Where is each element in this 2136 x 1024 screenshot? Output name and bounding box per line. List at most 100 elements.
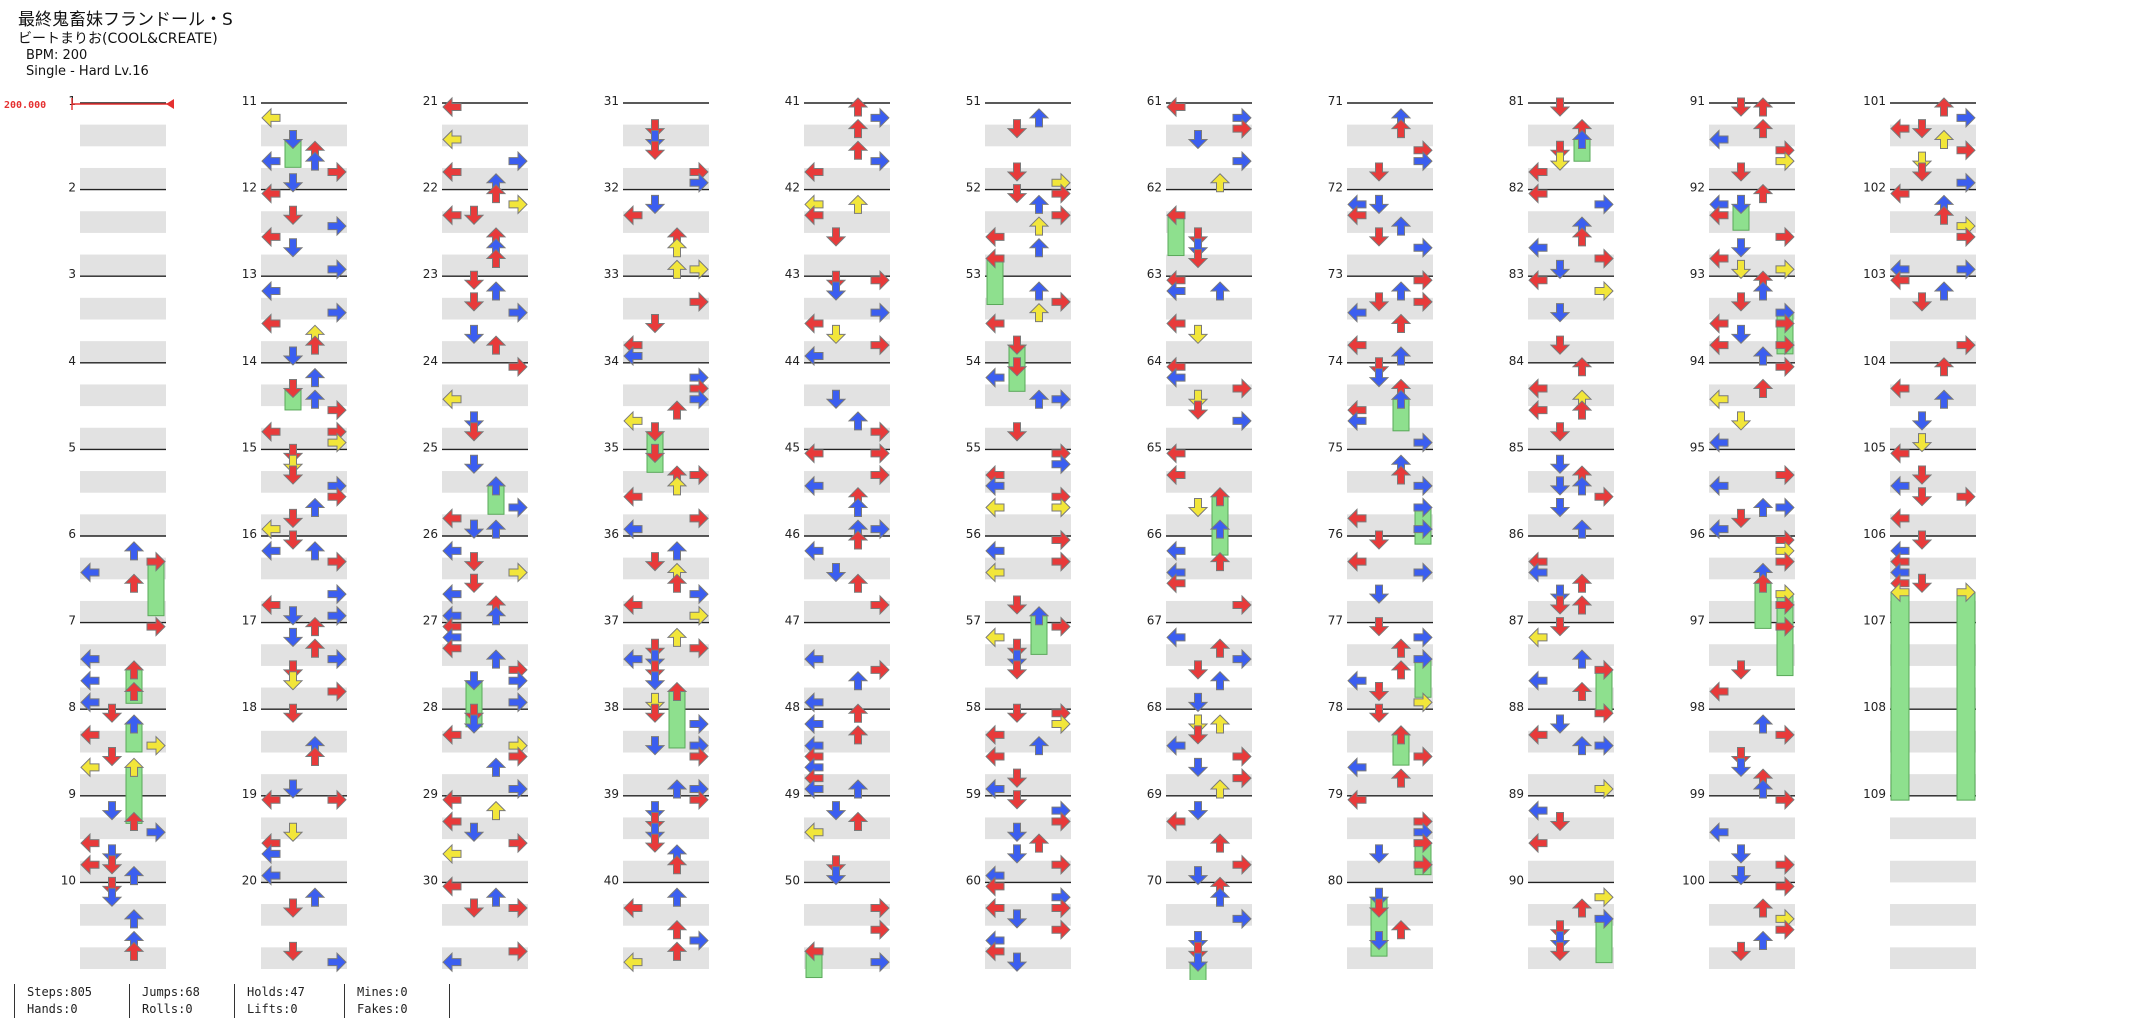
right-arrow-icon (508, 897, 528, 919)
down-arrow-icon (282, 173, 304, 193)
down-arrow-icon (282, 703, 304, 723)
measure-number: 37 (604, 614, 619, 628)
measure-number: 81 (1509, 94, 1524, 108)
down-arrow-icon (644, 660, 666, 680)
note-layer (261, 107, 347, 973)
lane-stripe (1709, 514, 1795, 536)
down-arrow-icon (463, 822, 485, 842)
up-arrow-icon (666, 238, 688, 258)
lane-stripe (804, 600, 890, 623)
measure-number: 25 (423, 440, 438, 454)
right-arrow-icon (689, 930, 709, 951)
down-arrow-icon (463, 292, 485, 312)
up-arrow-icon (847, 671, 869, 691)
up-arrow-icon (485, 281, 507, 301)
lane-stripe (1347, 774, 1433, 796)
right-arrow-icon (508, 150, 528, 172)
measure-number: 9 (68, 787, 76, 801)
lane-stripe (442, 904, 528, 926)
right-arrow-icon (327, 551, 347, 572)
lane-stripe (804, 427, 890, 450)
right-arrow-icon (327, 302, 347, 323)
lane-stripe (1347, 341, 1433, 363)
right-arrow-icon (1413, 832, 1433, 854)
down-arrow-icon (1187, 400, 1209, 420)
lane-stripe (261, 600, 347, 623)
up-arrow-icon (666, 919, 688, 940)
left-arrow-icon (1709, 313, 1729, 334)
note-layer (1709, 97, 1795, 962)
lane-stripe (1709, 557, 1795, 580)
down-arrow-icon (282, 606, 304, 626)
left-arrow-icon (261, 421, 281, 442)
hold-note (1890, 591, 1910, 801)
measure-number: 56 (966, 527, 981, 541)
right-arrow-icon (689, 291, 709, 313)
measure-number: 31 (604, 94, 619, 108)
lane-stripe (804, 471, 890, 493)
measure-number: 68 (1147, 700, 1162, 714)
bpm-label: BPM: 200 (26, 47, 88, 63)
lane-stripe (623, 947, 709, 969)
lane-stripe (442, 687, 528, 710)
up-arrow-icon (1390, 346, 1412, 366)
lane-stripe (985, 644, 1071, 666)
lane-stripe (1347, 167, 1433, 190)
down-arrow-icon (1549, 151, 1571, 171)
left-arrow-icon (1890, 378, 1910, 399)
measure-number: 78 (1328, 700, 1343, 714)
measure-number: 50 (785, 873, 800, 887)
up-arrow-icon (123, 660, 145, 680)
lane-stripe (623, 730, 709, 753)
right-arrow-icon (146, 616, 166, 637)
left-arrow-icon (1528, 562, 1548, 583)
right-arrow-icon (1232, 594, 1252, 616)
left-arrow-icon (985, 724, 1005, 746)
down-arrow-icon (1187, 725, 1209, 745)
lane-stripe (1528, 687, 1614, 710)
right-arrow-icon (1051, 291, 1071, 313)
lane-stripe (623, 124, 709, 147)
measure-number: 92 (1690, 181, 1705, 195)
right-arrow-icon (508, 497, 528, 518)
down-arrow-icon (282, 660, 304, 680)
down-arrow-icon (1730, 97, 1752, 117)
up-arrow-icon (1028, 108, 1050, 128)
measure-number: 28 (423, 700, 438, 714)
right-arrow-icon (1775, 150, 1795, 172)
left-arrow-icon (1890, 118, 1910, 139)
right-arrow-icon (689, 789, 709, 811)
right-arrow-icon (1051, 497, 1071, 518)
stats-group-end (449, 984, 450, 1018)
up-arrow-icon (847, 411, 869, 431)
right-arrow-icon (1232, 150, 1252, 172)
lane-stripe (804, 947, 890, 969)
right-arrow-icon (1051, 854, 1071, 875)
up-arrow-icon (1933, 389, 1955, 409)
measure-number: 8 (68, 700, 76, 714)
up-arrow-icon (1571, 519, 1593, 539)
measure-number: 77 (1328, 614, 1343, 628)
stat-steps: Steps:805 (27, 985, 93, 999)
down-arrow-icon (1911, 411, 1933, 431)
left-arrow-icon (804, 443, 824, 464)
up-arrow-icon (1028, 606, 1050, 626)
up-arrow-icon (1390, 118, 1412, 139)
down-arrow-icon (463, 205, 485, 225)
up-arrow-icon (1390, 389, 1412, 409)
lane-stripe (80, 730, 166, 753)
measure-number: 69 (1147, 787, 1162, 801)
right-arrow-icon (1232, 854, 1252, 875)
stat-lifts: Lifts:0 (247, 1002, 298, 1016)
up-arrow-icon (485, 887, 507, 907)
measure-number: 105 (1863, 440, 1886, 454)
lane-stripe (985, 687, 1071, 710)
lane-stripe (1890, 297, 1976, 320)
measure-number: 107 (1863, 614, 1886, 628)
down-arrow-icon (463, 573, 485, 594)
left-arrow-icon (1528, 627, 1548, 648)
right-arrow-icon (1956, 334, 1976, 356)
right-arrow-icon (1775, 789, 1795, 811)
measure-number: 32 (604, 181, 619, 195)
right-arrow-icon (327, 259, 347, 280)
